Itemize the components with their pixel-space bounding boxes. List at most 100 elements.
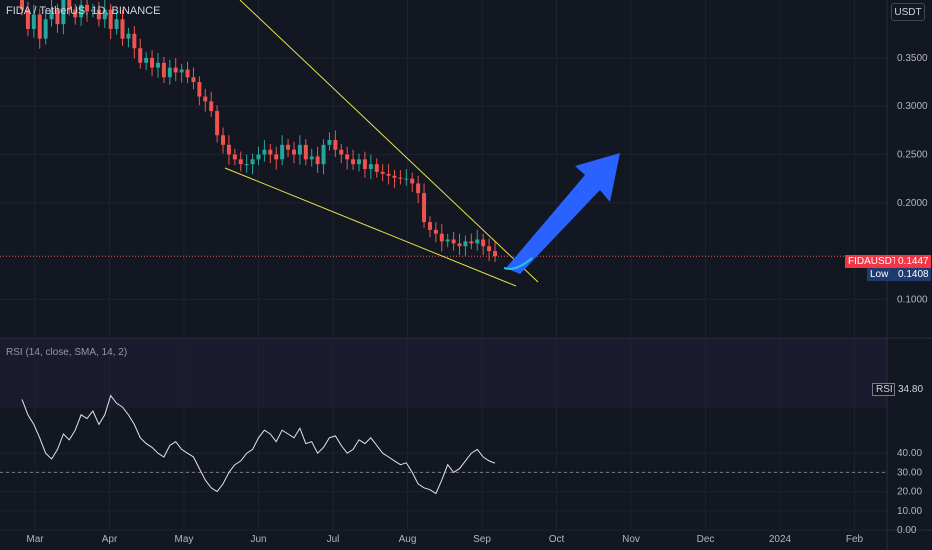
rsi-title: RSI (14, close, SMA, 14, 2): [6, 347, 128, 358]
candle-body: [79, 4, 84, 18]
time-tick-label: Aug: [399, 534, 417, 545]
symbol-price-tag: FIDAUSDT: [845, 255, 898, 268]
candle-body: [132, 33, 137, 49]
time-tick-label: Dec: [697, 534, 715, 545]
low-tag: Low: [867, 268, 895, 281]
time-tick-label: Sep: [473, 534, 491, 545]
candle-body: [102, 9, 107, 20]
candle-body: [422, 193, 427, 223]
candle-body: [445, 239, 450, 242]
candle-body: [43, 19, 48, 39]
candle-body: [291, 149, 296, 155]
rsi-tag-value: 34.80: [895, 383, 928, 396]
candle-body: [345, 154, 350, 160]
candle-body: [303, 144, 308, 160]
candle-body: [427, 222, 432, 230]
time-tick-label: 2024: [769, 534, 792, 545]
candle-body: [374, 164, 379, 172]
candle-body: [55, 9, 60, 25]
candle-body: [61, 0, 66, 25]
rsi-tick-label: 40.00: [897, 448, 922, 459]
price-tick-label: 0.3000: [897, 101, 928, 112]
candle-body: [333, 140, 338, 150]
rsi-tick-label: 0.00: [897, 525, 917, 536]
candle-body: [250, 159, 255, 165]
candle-body: [37, 14, 42, 39]
candle-body: [108, 9, 113, 29]
candle-body: [398, 177, 403, 179]
candle-body: [439, 233, 444, 242]
candle-body: [226, 144, 231, 155]
candle-body: [362, 159, 367, 169]
candle-body: [368, 164, 373, 169]
price-tick-label: 0.2500: [897, 150, 928, 161]
candle-body: [463, 241, 468, 247]
time-tick-label: Feb: [846, 534, 864, 545]
price-tick-label: 0.2000: [897, 198, 928, 209]
candle-body: [274, 154, 279, 160]
candle-body: [49, 9, 54, 20]
candle-body: [25, 9, 30, 29]
candle-body: [487, 246, 492, 252]
candle-body: [238, 159, 243, 165]
rsi-tag: RSI: [872, 383, 895, 396]
candle-body: [179, 69, 184, 73]
candle-body: [481, 239, 486, 247]
candle-body: [351, 159, 356, 165]
candle-body: [90, 9, 95, 12]
time-tick-label: Apr: [102, 534, 118, 545]
candle-body: [209, 101, 214, 112]
time-tick-label: May: [175, 534, 194, 545]
candle-body: [114, 19, 119, 29]
candle-body: [215, 111, 220, 136]
time-tick-label: Nov: [622, 534, 640, 545]
candle-body: [268, 149, 273, 155]
candle-body: [433, 229, 438, 234]
candle-body: [85, 4, 90, 12]
time-tick-label: Jul: [327, 534, 340, 545]
price-tag-value: 0.1447: [895, 255, 931, 268]
candle-body: [120, 19, 125, 39]
candle-body: [410, 178, 415, 184]
candle-body: [321, 144, 326, 165]
candle-body: [380, 171, 385, 174]
candle-body: [357, 159, 362, 165]
candle-body: [221, 135, 226, 145]
candle-body: [67, 0, 72, 10]
candle-body: [309, 156, 314, 160]
candle-body: [144, 57, 149, 63]
time-tick-label: Jun: [250, 534, 266, 545]
rsi-line: [21, 394, 496, 495]
rsi-band: [0, 338, 887, 408]
candle-body: [416, 183, 421, 194]
candle-body: [244, 164, 249, 166]
candle-body: [392, 175, 397, 178]
candle-body: [31, 14, 36, 29]
upper-trendline: [239, 0, 539, 283]
candle-body: [161, 62, 166, 78]
candle-body: [20, 0, 24, 10]
candle-body: [386, 173, 391, 176]
candle-body: [256, 154, 261, 160]
candle-body: [493, 251, 497, 257]
candle-body: [203, 96, 208, 102]
candle-body: [232, 154, 237, 160]
low-tag-value: 0.1408: [895, 268, 931, 281]
candle-body: [457, 243, 462, 247]
rsi-tick-label: 20.00: [897, 487, 922, 498]
candle-body: [339, 149, 344, 155]
candle-body: [469, 241, 474, 244]
candle-body: [286, 144, 291, 150]
candle-body: [167, 67, 172, 78]
time-tick-label: Oct: [549, 534, 565, 545]
candle-body: [475, 239, 480, 244]
candle-body: [191, 77, 196, 83]
currency-button[interactable]: USDT: [891, 3, 925, 21]
candle-body: [96, 9, 101, 20]
curve-stroke: [503, 257, 533, 270]
projection-arrow: [506, 153, 620, 274]
candle-body: [280, 144, 285, 160]
chart-title: FIDA / TetherUS, 1D, BINANCE: [6, 5, 161, 17]
rsi-tick-label: 10.00: [897, 506, 922, 517]
